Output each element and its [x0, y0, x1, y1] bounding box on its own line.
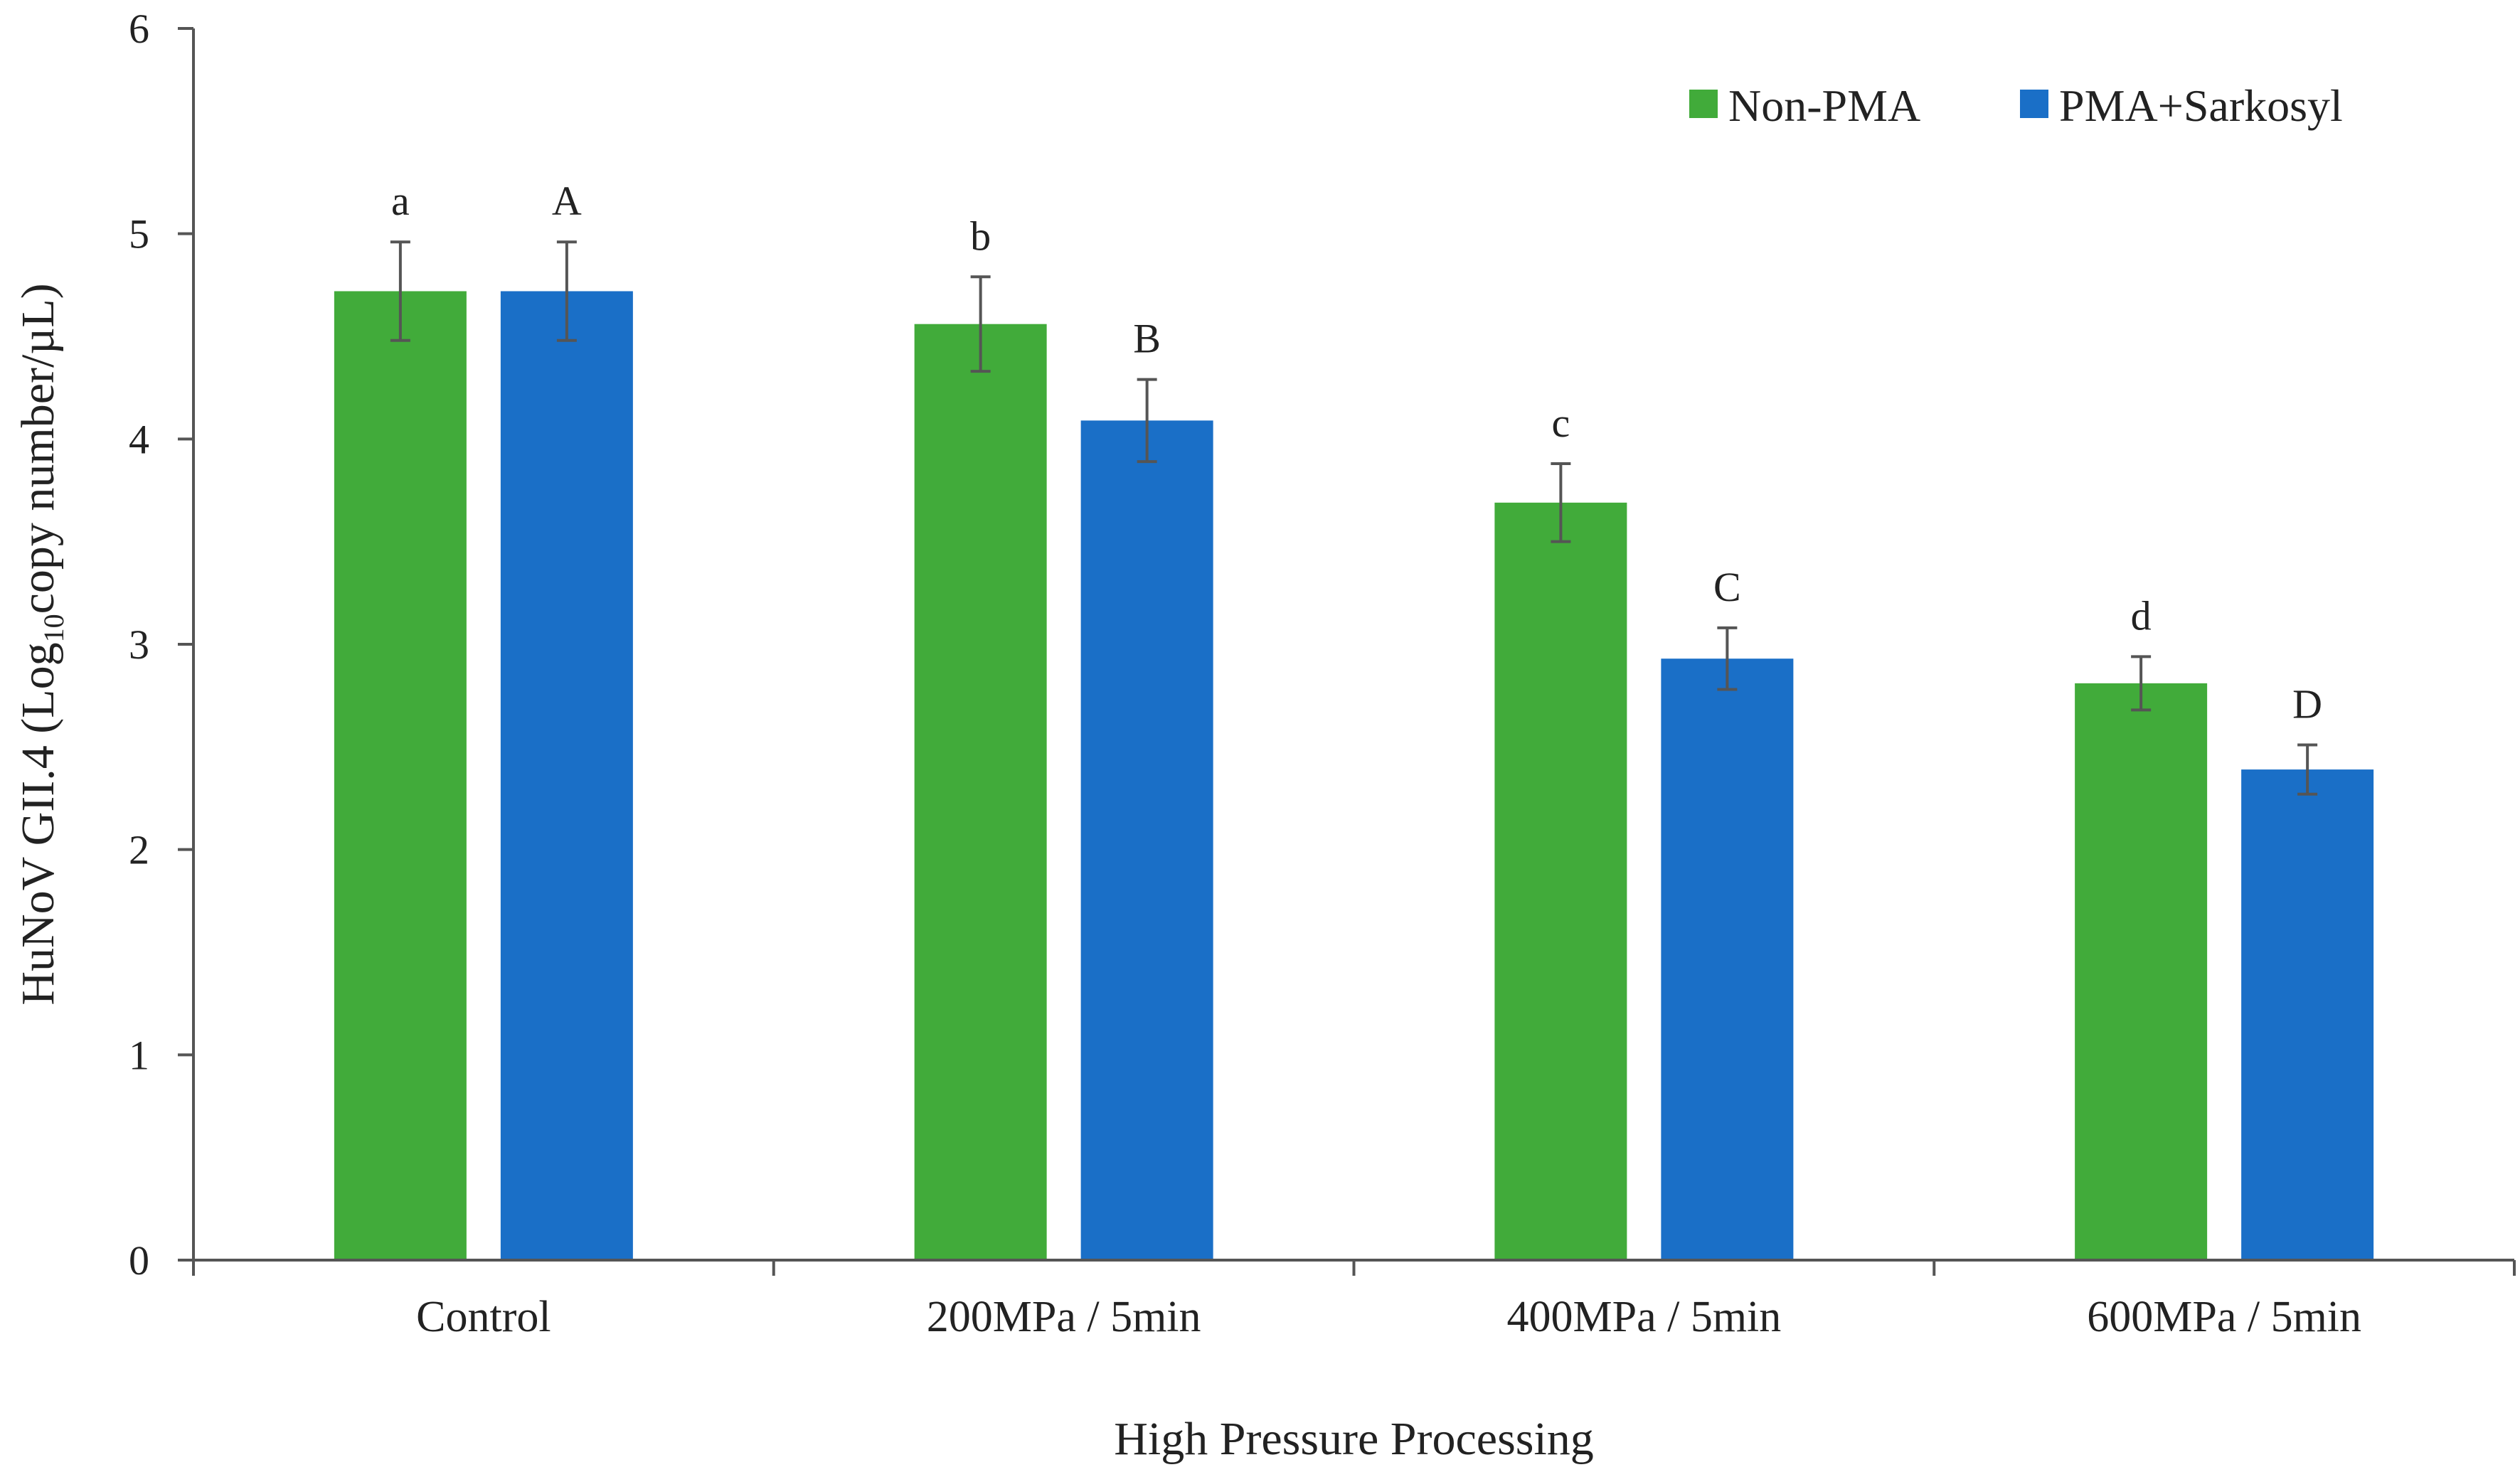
- legend-label: Non-PMA: [1728, 80, 1920, 131]
- y-tick-label: 6: [129, 6, 149, 52]
- significance-letter: D: [2292, 681, 2322, 727]
- bar-pma-sarkosyl: [1661, 658, 1794, 1260]
- legend-swatch-non-pma: [1689, 90, 1718, 118]
- bars-layer: [334, 291, 2374, 1261]
- bar-pma-sarkosyl: [2241, 769, 2374, 1260]
- y-tick-label: 4: [129, 416, 149, 462]
- y-axis-title-subscript: 10: [38, 614, 70, 642]
- bar-non-pma: [1494, 502, 1627, 1260]
- y-tick-label: 0: [129, 1237, 149, 1284]
- significance-letter: c: [1552, 400, 1570, 446]
- legend-label: PMA+Sarkosyl: [2059, 80, 2343, 131]
- significance-letter: a: [391, 178, 410, 224]
- y-tick-label: 5: [129, 211, 149, 257]
- ticks-layer: [178, 27, 2516, 1276]
- x-category-label: Control: [416, 1293, 551, 1341]
- y-tick-label: 2: [129, 827, 149, 873]
- bar-pma-sarkosyl: [500, 291, 633, 1260]
- significance-letter: d: [2131, 592, 2152, 639]
- y-axis-title: HuNoV GII.4 (Log10copy number/µL): [12, 283, 70, 1005]
- bar-pma-sarkosyl: [1080, 420, 1213, 1261]
- bar-non-pma: [2075, 683, 2208, 1260]
- x-category-label: 600MPa / 5min: [2087, 1293, 2361, 1341]
- x-axis-title: High Pressure Processing: [1114, 1413, 1594, 1465]
- significance-letter: C: [1713, 564, 1741, 610]
- y-axis-title-tail: copy number/µL): [12, 283, 64, 614]
- significance-letter: B: [1133, 316, 1161, 362]
- legend: Non-PMA PMA+Sarkosyl: [1689, 80, 2343, 131]
- legend-swatch-pma-sarkosyl: [2020, 90, 2048, 118]
- labels-layer: 0 1 2 3 4 5 6 Control 200MPa / 5min 400MPa / 5min…: [129, 6, 2361, 1341]
- y-tick-label: 1: [129, 1032, 149, 1078]
- significance-letter: b: [970, 213, 991, 259]
- y-tick-label: 3: [129, 622, 149, 668]
- x-category-label: 400MPa / 5min: [1506, 1293, 1781, 1341]
- bar-non-pma: [334, 291, 467, 1260]
- y-axis-title-main: HuNoV GII.4 (Log: [12, 642, 64, 1005]
- bar-non-pma: [914, 324, 1047, 1261]
- x-category-label: 200MPa / 5min: [927, 1293, 1201, 1341]
- error-bars-layer: [390, 240, 2318, 796]
- significance-letter: A: [552, 178, 582, 224]
